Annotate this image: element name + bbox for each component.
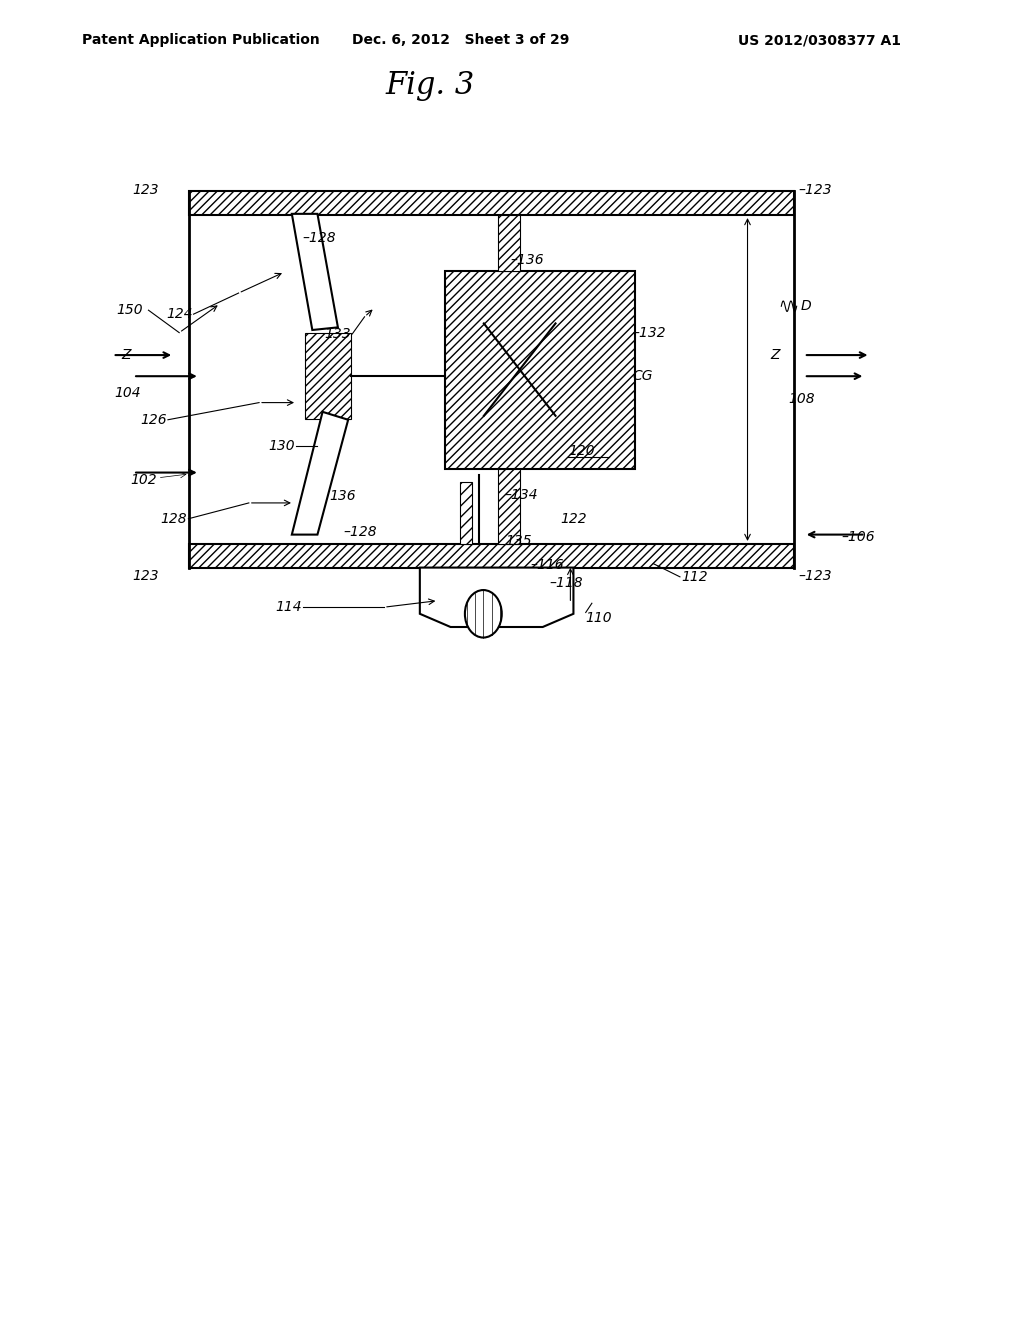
Polygon shape: [292, 412, 348, 535]
Text: 123: 123: [132, 183, 159, 197]
Polygon shape: [292, 214, 338, 330]
Text: 108: 108: [788, 392, 815, 405]
Text: 135: 135: [505, 535, 531, 548]
Text: 110: 110: [586, 611, 612, 624]
Text: Z: Z: [122, 348, 131, 362]
Bar: [460, 482, 472, 544]
Bar: [189, 191, 794, 215]
Text: 150: 150: [117, 304, 143, 317]
Text: 104: 104: [115, 387, 141, 400]
Text: –123: –123: [799, 183, 833, 197]
Bar: [189, 544, 794, 568]
Text: Patent Application Publication: Patent Application Publication: [82, 33, 319, 48]
Text: 136: 136: [330, 490, 356, 503]
Text: –128: –128: [302, 231, 336, 244]
Text: CG: CG: [633, 370, 653, 383]
Text: 130: 130: [268, 440, 295, 453]
Bar: [498, 469, 520, 544]
Text: –128: –128: [343, 525, 377, 539]
Text: –116: –116: [530, 558, 564, 572]
Text: –118: –118: [550, 577, 584, 590]
Text: 112: 112: [681, 570, 708, 583]
Bar: [445, 271, 635, 469]
Text: US 2012/0308377 A1: US 2012/0308377 A1: [738, 33, 901, 48]
Polygon shape: [420, 568, 573, 627]
Text: –136: –136: [510, 253, 544, 267]
Text: Fig. 3: Fig. 3: [385, 70, 475, 102]
Text: 123: 123: [132, 569, 159, 582]
Text: 124: 124: [166, 308, 193, 321]
Text: D: D: [801, 300, 811, 313]
Text: 126: 126: [140, 413, 167, 426]
Text: –106: –106: [842, 531, 876, 544]
Text: 128: 128: [161, 512, 187, 525]
Text: –132: –132: [633, 326, 667, 339]
Text: –123: –123: [799, 569, 833, 582]
Text: 120: 120: [568, 445, 595, 458]
Text: 133: 133: [325, 327, 351, 341]
Circle shape: [465, 590, 502, 638]
Text: 102: 102: [130, 474, 157, 487]
Text: 122: 122: [560, 512, 587, 525]
Bar: [305, 333, 350, 420]
Text: Z: Z: [770, 348, 779, 362]
Text: 114: 114: [275, 601, 302, 614]
Bar: [498, 215, 520, 271]
Text: Dec. 6, 2012   Sheet 3 of 29: Dec. 6, 2012 Sheet 3 of 29: [352, 33, 569, 48]
Text: –134: –134: [505, 488, 539, 502]
